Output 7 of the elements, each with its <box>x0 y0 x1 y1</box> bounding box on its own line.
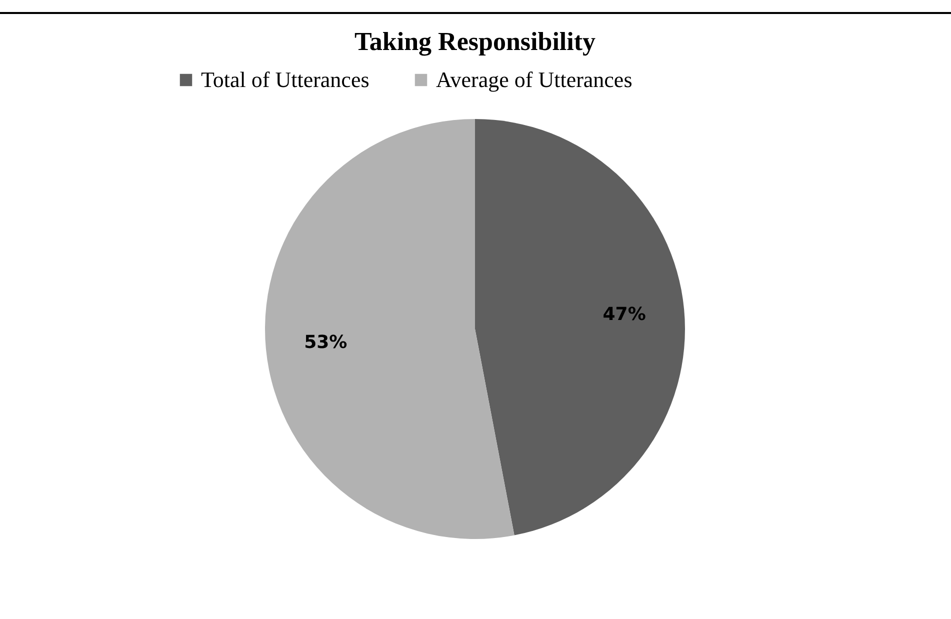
data-label: 53% <box>304 332 348 354</box>
pie-slice <box>475 119 685 536</box>
data-label: 47% <box>602 304 646 325</box>
legend-label: Total of Utterances <box>201 67 370 92</box>
chart-title: Taking Responsibility <box>354 27 596 56</box>
pie-slice <box>265 119 514 539</box>
legend-label: Average of Utterances <box>436 67 632 92</box>
